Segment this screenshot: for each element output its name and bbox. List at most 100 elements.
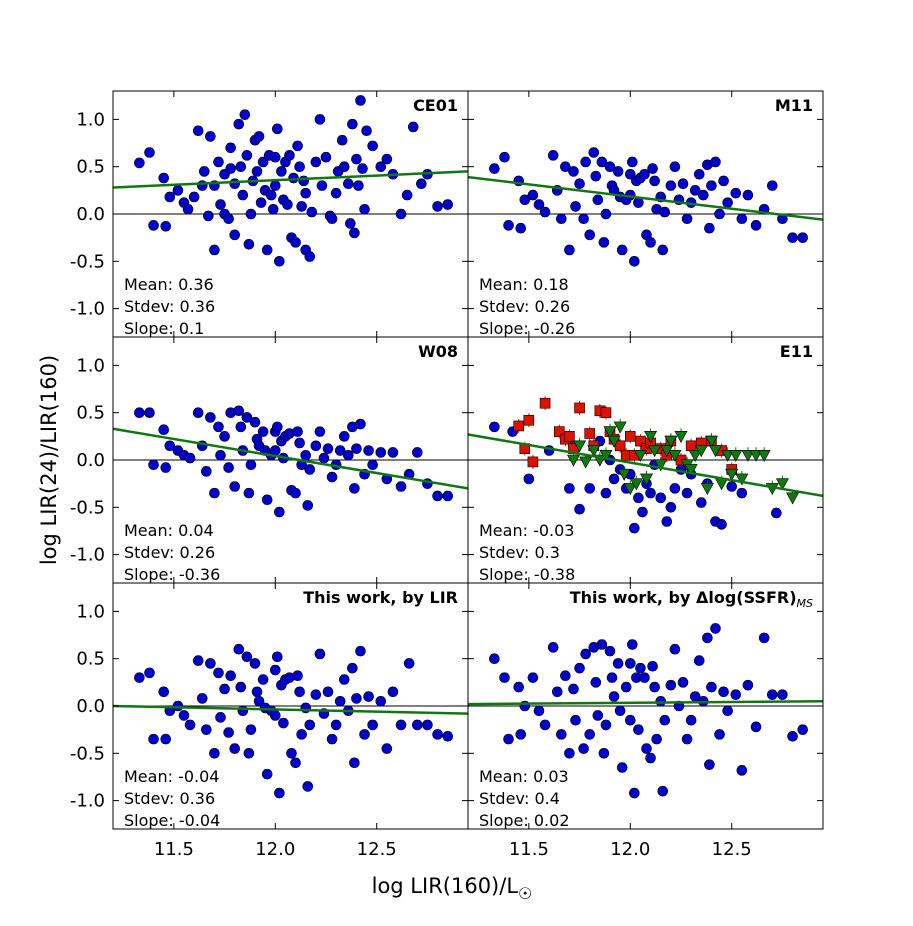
y-tick-label: 0.0 xyxy=(76,450,105,471)
data-point xyxy=(568,166,579,177)
data-point xyxy=(722,197,733,208)
data-point xyxy=(274,256,285,267)
data-point xyxy=(681,487,693,499)
y-tick-label: -1.0 xyxy=(70,545,105,566)
panels-layer: -1.0 -0.5 0.0 0.5 1.0 CE01 Mean: 0.36 Stdev: 0.… xyxy=(70,90,824,860)
data-point xyxy=(797,232,809,243)
data-point xyxy=(547,150,559,161)
data-point xyxy=(639,672,650,683)
data-point xyxy=(533,705,545,717)
data-point xyxy=(629,787,640,799)
data-point xyxy=(766,689,778,700)
data-point xyxy=(296,201,307,212)
data-point xyxy=(251,686,263,698)
data-point xyxy=(233,118,245,130)
stat-mean: Mean: 0.36 xyxy=(124,275,214,294)
data-point xyxy=(209,487,220,499)
data-point xyxy=(758,632,770,644)
data-point xyxy=(249,658,261,669)
data-point xyxy=(600,208,612,220)
red-square-point xyxy=(574,402,585,414)
data-point xyxy=(235,681,247,693)
red-square-point xyxy=(614,440,626,452)
y-tick-label: -0.5 xyxy=(70,497,105,518)
data-point xyxy=(659,206,671,218)
y-tick-label: 0.5 xyxy=(76,157,105,178)
data-point xyxy=(633,724,644,735)
data-point xyxy=(661,516,673,527)
x-tick-label: 12.5 xyxy=(712,839,752,860)
data-point xyxy=(442,490,454,502)
red-square-point xyxy=(584,428,596,439)
data-point xyxy=(302,500,314,511)
data-point xyxy=(539,206,551,218)
panel-5: -1.0 -0.5 0.0 0.5 1.0 11.5 12.0 12.5 This work, … xyxy=(70,582,469,860)
data-point xyxy=(286,748,297,759)
panel-title: M11 xyxy=(775,96,813,115)
data-point xyxy=(336,134,348,146)
data-point xyxy=(304,464,316,475)
data-point xyxy=(304,719,316,731)
green-triangle-point xyxy=(735,473,749,486)
data-point xyxy=(284,150,295,161)
green-triangle-point xyxy=(599,449,613,462)
data-point xyxy=(257,426,269,437)
data-point xyxy=(499,151,510,163)
data-point xyxy=(503,220,514,231)
y-tick-label: 1.0 xyxy=(76,355,105,376)
data-point xyxy=(422,719,433,731)
data-point xyxy=(578,743,589,754)
data-point xyxy=(257,156,269,168)
data-point xyxy=(693,168,705,180)
panel-title: This work, by LIR xyxy=(303,588,458,607)
green-triangle-point xyxy=(786,492,800,505)
data-point xyxy=(241,651,253,663)
data-point xyxy=(669,161,681,172)
data-point xyxy=(411,719,423,731)
data-point xyxy=(681,733,693,745)
data-point xyxy=(253,131,265,142)
data-point xyxy=(229,481,241,492)
data-point xyxy=(316,180,328,191)
data-point xyxy=(245,208,257,220)
data-point xyxy=(148,733,159,745)
panel-6: 11.5 12.0 12.5 This work, by Δlog(SSFR)MS Me… xyxy=(467,582,824,860)
data-point xyxy=(318,452,330,464)
data-point xyxy=(160,733,172,745)
data-point xyxy=(219,431,230,442)
data-point xyxy=(290,757,301,769)
panel-data xyxy=(113,405,468,518)
panel-title-text: CE01 xyxy=(413,96,458,115)
data-point xyxy=(158,172,170,184)
data-point xyxy=(134,407,145,418)
green-triangle-point xyxy=(629,478,643,491)
x-tick-label: 11.5 xyxy=(154,839,194,860)
data-point xyxy=(657,244,669,256)
stat-stdev: Stdev: 0.36 xyxy=(124,297,215,316)
data-point xyxy=(580,156,591,168)
data-point xyxy=(314,426,326,437)
data-point xyxy=(395,481,407,492)
data-point xyxy=(269,151,281,163)
data-point xyxy=(276,166,287,177)
data-point xyxy=(192,407,204,418)
data-point xyxy=(387,447,399,458)
green-triangle-point xyxy=(688,449,702,462)
data-point xyxy=(718,686,729,698)
data-point xyxy=(243,748,255,759)
fit-line xyxy=(113,170,468,189)
data-point xyxy=(144,407,155,418)
data-point xyxy=(716,519,727,530)
data-point xyxy=(432,729,443,740)
data-point xyxy=(367,719,378,731)
data-point xyxy=(584,729,596,740)
green-triangle-point xyxy=(648,445,662,458)
data-point xyxy=(590,677,602,688)
panel-title: W08 xyxy=(418,342,458,361)
data-point xyxy=(655,695,667,707)
green-triangle-point xyxy=(617,468,631,481)
green-triangle-point xyxy=(684,464,698,477)
data-point xyxy=(574,178,585,190)
